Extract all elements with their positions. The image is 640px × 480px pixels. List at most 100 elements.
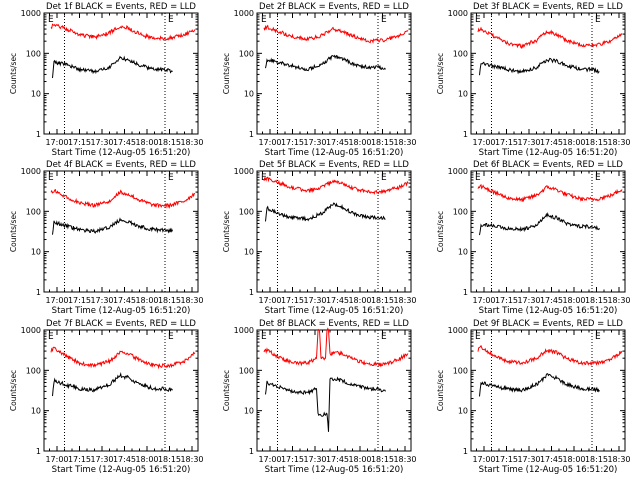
x-tick-label: 17:30 (517, 455, 540, 464)
lld-series-line (50, 188, 196, 210)
y-tick-label: 1 (463, 130, 468, 139)
event-marker: E (261, 332, 267, 342)
x-tick-label: 17:00 (258, 455, 281, 464)
events-series-line (52, 217, 173, 235)
y-tick-label: 100 (26, 366, 41, 375)
x-tick-label: 17:45 (540, 296, 563, 305)
x-tick-label: 17:15 (281, 296, 304, 305)
x-tick-label: 17:45 (326, 455, 349, 464)
x-tick-label: 17:00 (472, 138, 495, 147)
lld-series-line (263, 176, 409, 195)
x-tick-label: 18:15 (585, 138, 608, 147)
x-tick-label: 17:15 (281, 455, 304, 464)
y-tick-label: 1000 (234, 326, 254, 335)
event-marker: E (475, 15, 481, 25)
x-tick-label: 18:30 (180, 138, 203, 147)
x-tick-label: 18:00 (135, 296, 158, 305)
events-series-line (479, 57, 600, 76)
x-tick-label: 18:15 (371, 455, 394, 464)
x-tick-label: 18:30 (393, 296, 416, 305)
x-axis-label: Start Time (12-Aug-05 16:51:20) (265, 306, 404, 316)
event-marker: E (168, 15, 174, 25)
x-tick-label: 18:30 (180, 455, 203, 464)
y-tick-label: 100 (453, 366, 468, 375)
event-marker: E (475, 332, 481, 342)
y-tick-label: 100 (26, 207, 41, 216)
x-tick-label: 18:30 (393, 455, 416, 464)
x-tick-label: 17:00 (472, 296, 495, 305)
x-tick-label: 18:00 (562, 455, 585, 464)
x-tick-label: 17:45 (113, 455, 136, 464)
event-marker: E (381, 173, 387, 183)
axes-frame (470, 12, 626, 135)
panel-title: Det 9f BLACK = Events, RED = LLD (473, 319, 623, 329)
events-series-line (265, 376, 386, 432)
x-axis-label: Start Time (12-Aug-05 16:51:20) (52, 148, 191, 158)
panel-9: Det 9f BLACK = Events, RED = LLD 1 10 100 10… (436, 319, 631, 475)
x-tick-label: 17:00 (45, 296, 68, 305)
event-marker: E (168, 332, 174, 342)
event-marker: E (48, 173, 54, 183)
y-axis-label: Counts/sec (436, 211, 445, 252)
x-tick-label: 18:00 (348, 455, 371, 464)
panel-title: Det 6f BLACK = Events, RED = LLD (473, 160, 623, 170)
axes-frame (43, 170, 199, 293)
y-axis-label: Counts/sec (9, 53, 18, 94)
y-tick-label: 100 (453, 207, 468, 216)
events-series-line (265, 54, 386, 72)
y-tick-label: 10 (458, 248, 468, 257)
x-tick-label: 18:00 (348, 296, 371, 305)
y-axis-label: Counts/sec (222, 53, 231, 94)
x-tick-label: 17:45 (326, 138, 349, 147)
event-marker: E (381, 332, 387, 342)
x-tick-label: 17:45 (113, 138, 136, 147)
axes-frame (470, 170, 626, 293)
panel-title: Det 1f BLACK = Events, RED = LLD (46, 2, 196, 12)
lld-series-line (477, 344, 623, 366)
y-tick-label: 10 (458, 90, 468, 99)
panel-title: Det 4f BLACK = Events, RED = LLD (46, 160, 196, 170)
events-series-line (265, 202, 386, 222)
event-marker: E (381, 15, 387, 25)
x-tick-label: 17:30 (517, 296, 540, 305)
lld-series-line (477, 26, 623, 49)
axes-frame (256, 170, 412, 293)
y-axis-label: Counts/sec (436, 370, 445, 411)
x-axis-label: Start Time (12-Aug-05 16:51:20) (52, 306, 191, 316)
y-tick-label: 1000 (21, 9, 41, 18)
axes-frame (43, 329, 199, 452)
y-tick-label: 1000 (234, 167, 254, 176)
panel-1: Det 1f BLACK = Events, RED = LLD 1 10 100 10… (9, 2, 204, 158)
lld-series-line (50, 346, 196, 370)
x-tick-label: 17:15 (495, 296, 518, 305)
y-tick-label: 100 (453, 49, 468, 58)
panel-8: Det 8f BLACK = Events, RED = LLD 1 10 100 10… (222, 319, 417, 475)
event-marker: E (595, 173, 601, 183)
event-marker: E (475, 173, 481, 183)
y-tick-label: 1 (463, 447, 468, 456)
x-tick-label: 17:15 (281, 138, 304, 147)
x-tick-label: 17:45 (113, 296, 136, 305)
panel-title: Det 8f BLACK = Events, RED = LLD (259, 319, 409, 329)
x-axis-label: Start Time (12-Aug-05 16:51:20) (479, 465, 618, 475)
x-tick-label: 18:00 (135, 455, 158, 464)
event-marker: E (261, 15, 267, 25)
x-tick-label: 17:45 (540, 138, 563, 147)
x-tick-label: 17:30 (303, 138, 326, 147)
event-marker: E (595, 15, 601, 25)
y-tick-label: 10 (244, 248, 254, 257)
x-tick-label: 17:30 (90, 138, 113, 147)
lld-series-line (477, 183, 623, 203)
x-tick-label: 18:00 (348, 138, 371, 147)
y-axis-label: Counts/sec (222, 211, 231, 252)
event-marker: E (48, 15, 54, 25)
y-tick-label: 1 (36, 130, 41, 139)
x-tick-label: 17:30 (517, 138, 540, 147)
lld-series-line (263, 24, 409, 44)
x-tick-label: 17:00 (472, 455, 495, 464)
x-tick-label: 18:15 (585, 455, 608, 464)
x-tick-label: 18:15 (158, 455, 181, 464)
y-tick-label: 10 (458, 407, 468, 416)
x-tick-label: 17:45 (326, 296, 349, 305)
